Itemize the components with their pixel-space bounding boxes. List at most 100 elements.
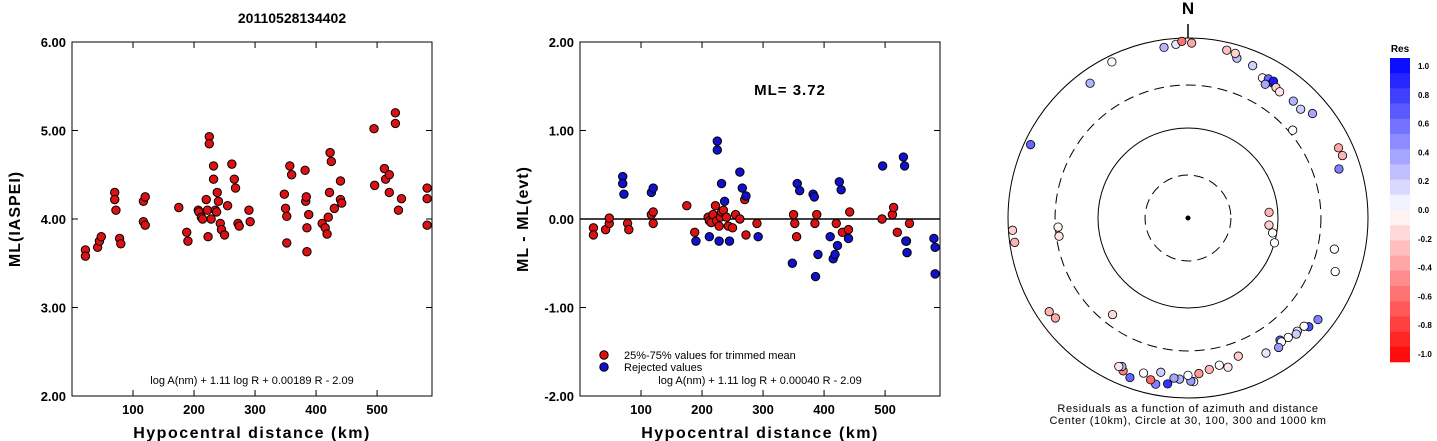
data-point bbox=[285, 161, 295, 171]
data-point bbox=[280, 203, 291, 214]
data-point bbox=[336, 198, 347, 208]
data-point bbox=[244, 205, 254, 215]
data-point bbox=[877, 214, 887, 224]
data-point bbox=[741, 191, 751, 201]
data-point bbox=[836, 185, 846, 195]
data-point bbox=[690, 227, 700, 237]
colorbar-swatch bbox=[1390, 149, 1410, 165]
data-point bbox=[648, 183, 658, 193]
residual-point bbox=[1333, 143, 1344, 153]
data-point bbox=[809, 192, 820, 202]
data-point bbox=[206, 214, 216, 224]
data-point bbox=[335, 176, 346, 186]
data-point bbox=[329, 203, 340, 214]
data-point bbox=[719, 196, 730, 207]
data-point bbox=[735, 214, 745, 224]
residual-point bbox=[1138, 368, 1149, 378]
data-point bbox=[704, 232, 715, 242]
formula-text: log A(nm) + 1.11 log R + 0.00189 R - 2.0… bbox=[150, 375, 353, 387]
data-point bbox=[752, 218, 762, 229]
residual-point bbox=[1156, 367, 1166, 377]
data-point bbox=[892, 227, 902, 237]
data-point bbox=[384, 170, 394, 180]
residual-point bbox=[1267, 228, 1278, 238]
data-point bbox=[721, 212, 732, 222]
y-tick-label: 2.00 bbox=[549, 35, 574, 50]
x-tick-label: 500 bbox=[874, 402, 896, 417]
x-tick-label: 300 bbox=[244, 402, 266, 417]
x-tick-label: 200 bbox=[183, 402, 205, 417]
ml-annotation: ML= 3.72 bbox=[754, 82, 826, 99]
residual-point bbox=[1169, 373, 1179, 383]
colorbar: Res 1.0 0.8 0.6 0.4 0.2 0.0 -0.2 -0.4 -0.6 -0.8 -1.… bbox=[1390, 44, 1432, 363]
data-point bbox=[791, 232, 802, 242]
data-point bbox=[831, 218, 841, 229]
colorbar-tick-label: 1.0 bbox=[1418, 62, 1430, 71]
data-point bbox=[393, 205, 404, 215]
data-point bbox=[279, 189, 290, 199]
data-point bbox=[737, 183, 748, 193]
data-point bbox=[724, 236, 735, 246]
data-point bbox=[899, 161, 910, 171]
north-label: N bbox=[1182, 0, 1194, 18]
x-tick-label: 300 bbox=[752, 402, 774, 417]
residual-point bbox=[1044, 307, 1054, 317]
data-point bbox=[888, 202, 899, 213]
residual-point bbox=[1026, 140, 1036, 150]
data-point bbox=[691, 236, 701, 246]
data-point bbox=[301, 192, 312, 202]
data-point bbox=[282, 238, 292, 248]
data-point bbox=[648, 218, 658, 229]
data-point bbox=[898, 152, 909, 162]
data-point bbox=[422, 193, 432, 204]
data-point bbox=[735, 167, 745, 177]
data-point bbox=[286, 170, 297, 180]
left-panel: 2.00 3.00 4.00 5.00 6.00 100 200 300 400 500 Hypoc… bbox=[7, 35, 433, 441]
data-point bbox=[202, 205, 213, 215]
data-point bbox=[182, 227, 192, 237]
residual-point bbox=[1114, 361, 1124, 372]
legend-marker bbox=[599, 362, 609, 372]
data-point bbox=[877, 161, 888, 171]
data-point bbox=[110, 194, 120, 205]
data-point bbox=[80, 251, 91, 261]
colorbar-swatch bbox=[1390, 88, 1410, 104]
legend-marker bbox=[599, 350, 609, 360]
residual-point bbox=[1291, 329, 1301, 339]
data-point bbox=[716, 178, 727, 189]
colorbar-tick-label: -0.6 bbox=[1418, 292, 1432, 301]
x-tick-label: 200 bbox=[691, 402, 713, 417]
colorbar-tick-label: -0.8 bbox=[1418, 321, 1432, 330]
data-point bbox=[904, 218, 915, 229]
colorbar-swatch bbox=[1390, 301, 1410, 317]
colorbar-swatch bbox=[1390, 346, 1410, 363]
y-tick-label: 0.00 bbox=[549, 212, 574, 227]
y-tick-label: 4.00 bbox=[41, 212, 66, 227]
residual-point bbox=[1307, 108, 1318, 119]
colorbar-tick-label: 0.0 bbox=[1418, 206, 1430, 215]
data-point bbox=[830, 249, 840, 260]
data-point bbox=[422, 183, 432, 193]
data-point bbox=[116, 239, 126, 249]
x-tick-label: 500 bbox=[366, 402, 388, 417]
data-point bbox=[304, 209, 314, 220]
x-tick-label: 100 bbox=[630, 402, 652, 417]
residual-point bbox=[1296, 104, 1306, 114]
data-point bbox=[930, 269, 940, 279]
data-point bbox=[203, 232, 213, 242]
data-point bbox=[324, 187, 335, 198]
figure-title: 20110528134402 bbox=[238, 10, 346, 26]
residual-point bbox=[1085, 78, 1095, 88]
data-point bbox=[929, 233, 939, 244]
data-point bbox=[901, 236, 911, 246]
middle-panel: -2.00 -1.00 0.00 1.00 2.00 100 200 300 400 500 Hyp… bbox=[515, 35, 941, 441]
residual-point bbox=[1288, 125, 1298, 135]
colorbar-tick-label: 0.6 bbox=[1418, 120, 1430, 129]
residual-point bbox=[1214, 360, 1224, 370]
data-point bbox=[208, 161, 219, 171]
data-point bbox=[369, 124, 379, 134]
residual-point bbox=[1054, 231, 1064, 241]
residual-point bbox=[1183, 370, 1193, 380]
circle-30km bbox=[1144, 174, 1232, 262]
colorbar-swatch bbox=[1390, 331, 1410, 348]
